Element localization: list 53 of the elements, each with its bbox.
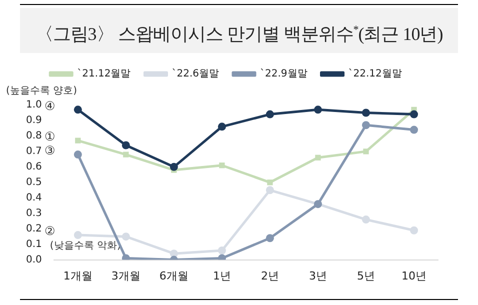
x-tick-label: 1개월 <box>63 269 92 282</box>
point <box>410 226 418 234</box>
annotation: ④ <box>44 98 56 113</box>
point <box>266 186 274 194</box>
y-tick-label: 0.1 <box>26 238 42 250</box>
legend-label: `22.12월말 <box>348 68 402 80</box>
point <box>362 108 370 117</box>
point <box>218 246 226 255</box>
y-tick-label: 0.5 <box>26 176 42 188</box>
y-tick-label: 0.2 <box>26 223 42 234</box>
x-tick-label: 1년 <box>212 269 231 282</box>
point <box>363 148 369 154</box>
point <box>218 122 226 131</box>
point <box>362 216 370 224</box>
point <box>123 152 129 158</box>
y-tick-label: 0.0 <box>26 254 42 266</box>
x-tick-label: 10년 <box>401 269 426 282</box>
text: (높을수록 양호) <box>6 86 78 97</box>
point <box>170 162 178 171</box>
y-tick-label: 1.0 <box>26 100 42 111</box>
y-tick-label: 0.6 <box>26 162 42 173</box>
legend-label: `22.9월말 <box>260 68 308 80</box>
y-tick-label: 0.7 <box>26 146 42 158</box>
x-tick-label: 3개월 <box>111 269 140 282</box>
point <box>314 106 322 114</box>
y-tick-label: 0.3 <box>26 208 42 219</box>
point <box>315 154 321 160</box>
y-tick-label: 0.8 <box>26 130 42 142</box>
annotation: ① <box>44 130 56 144</box>
chart-title: 〈그림3〉 스왑베이시스 만기별 백분위수$^{*}$(최근 10년) <box>20 8 458 53</box>
y-tick-label: 0.4 <box>26 192 42 204</box>
point <box>410 126 418 134</box>
x-tick-label: 3년 <box>308 269 327 282</box>
point <box>410 110 418 118</box>
annotation: ② <box>44 224 56 238</box>
y-tick-label: 0.9 <box>26 115 42 126</box>
x-tick-label: 2년 <box>260 269 279 282</box>
point <box>266 110 274 118</box>
legend-label: `21.12월말 <box>77 68 131 80</box>
point <box>74 231 82 240</box>
point <box>74 106 82 114</box>
point <box>267 180 273 186</box>
point <box>74 150 82 159</box>
point <box>75 138 81 144</box>
annotation: ③ <box>44 144 56 158</box>
point <box>122 232 130 241</box>
point <box>122 141 130 150</box>
legend-label: `22.6월말 <box>172 68 219 80</box>
point <box>219 162 225 168</box>
x-tick-label: 6개월 <box>159 269 188 282</box>
x-tick-label: 5년 <box>356 269 375 282</box>
point <box>362 121 370 130</box>
point <box>266 234 274 242</box>
